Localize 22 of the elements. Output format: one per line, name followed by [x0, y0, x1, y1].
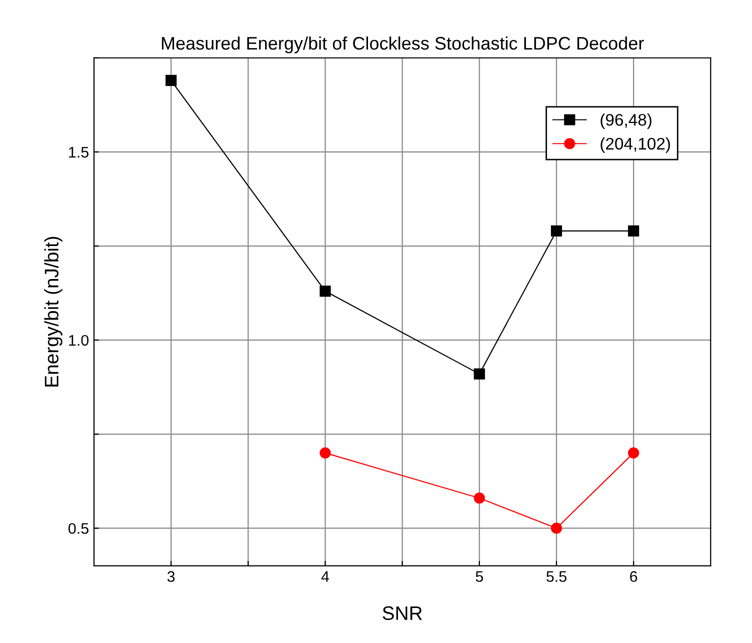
point — [474, 368, 485, 380]
y-tick-label: 0.5 — [68, 523, 88, 534]
x-axis-title: SNR — [382, 606, 422, 620]
point — [320, 447, 331, 459]
point — [320, 286, 331, 297]
point — [628, 447, 640, 459]
x-tick-label: 6 — [630, 571, 638, 582]
x-tick-label: 5 — [476, 571, 484, 582]
point — [166, 74, 177, 86]
x-tick-label: 3 — [167, 571, 175, 582]
y-tick-label: 1.0 — [69, 334, 89, 346]
point — [550, 225, 562, 237]
x-tick-label: 5.5 — [546, 571, 566, 582]
y-tick-label: 1.5 — [69, 146, 88, 158]
x-tick-label: 4 — [321, 571, 330, 582]
point — [474, 492, 485, 504]
legend-label: (96,48) — [600, 114, 652, 130]
legend-label: (204,102) — [600, 137, 670, 153]
chart-title: Measured Energy/bit of Clockless Stochastic LDPC Decoder — [162, 36, 644, 54]
y-axis-title: Energy/bit (nJ/bit) — [44, 236, 62, 386]
point — [550, 522, 562, 534]
point — [628, 225, 640, 237]
